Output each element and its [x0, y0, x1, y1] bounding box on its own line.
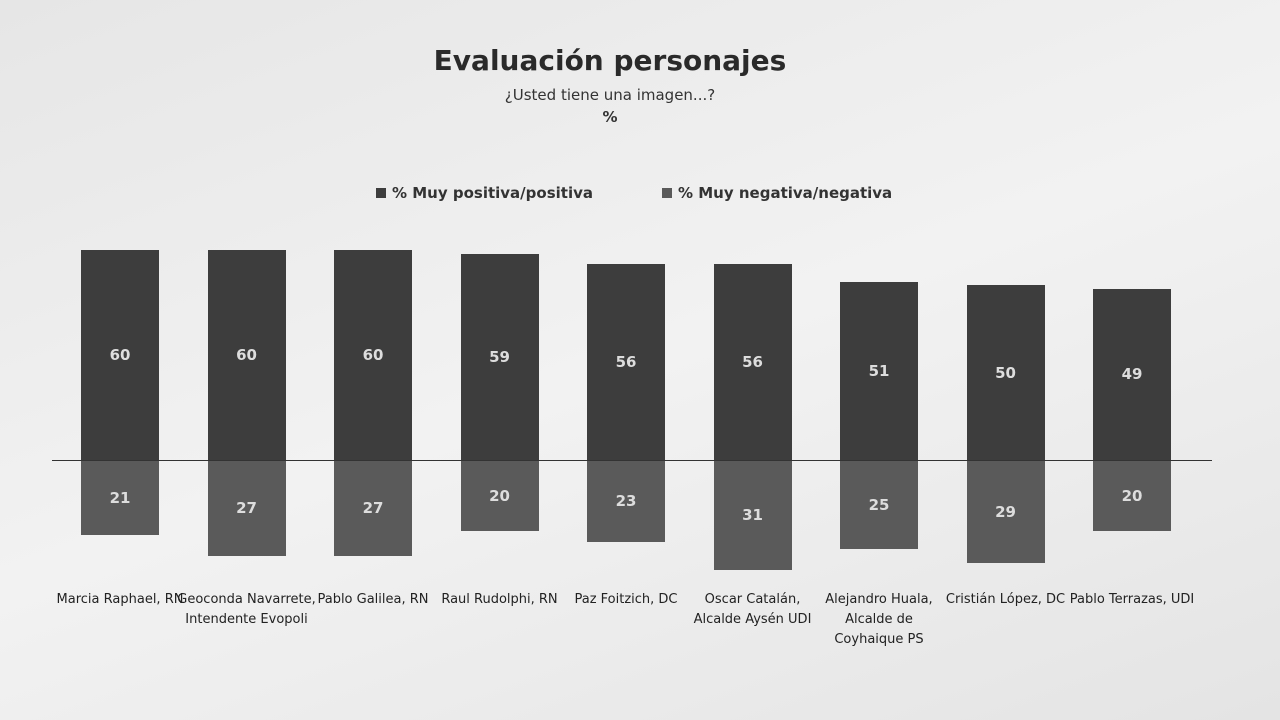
legend-item: % Muy positiva/positiva	[376, 184, 593, 202]
value-label: 31	[742, 506, 763, 525]
bar	[713, 264, 792, 460]
bar	[587, 461, 665, 542]
bar	[713, 461, 792, 570]
bar	[460, 253, 539, 460]
x-tick-label: Paz Foitzich, DC	[574, 592, 678, 607]
value-label: 21	[109, 488, 131, 507]
legend-item: % Muy negativa/negativa	[662, 184, 892, 202]
x-tick-label: Cristián López, DC	[945, 592, 1066, 607]
legend-label: % Muy negativa/negativa	[678, 184, 893, 202]
unit-label: %	[602, 108, 618, 126]
value-label: 27	[236, 499, 257, 518]
value-label: 20	[489, 487, 510, 505]
value-label: 60	[109, 346, 131, 364]
value-label: 20	[1121, 487, 1143, 505]
value-label: 60	[236, 346, 257, 364]
bar	[1093, 461, 1171, 531]
value-label: 23	[615, 492, 637, 511]
value-label: 59	[489, 347, 510, 366]
bar	[81, 250, 159, 460]
bar	[334, 461, 412, 556]
value-label: 56	[615, 353, 637, 371]
bar	[207, 461, 286, 556]
bar	[460, 461, 539, 531]
x-tick-label: Oscar Catalán, Alcalde Aysén UDI	[693, 592, 812, 627]
x-tick-label: Geoconda Navarrete, Intendente Evopoli	[177, 592, 316, 627]
x-tick-label: Pablo Terrazas, UDI	[1069, 592, 1195, 607]
bar	[966, 285, 1045, 460]
bar	[840, 461, 918, 549]
value-label: 60	[362, 346, 384, 364]
legend-swatch	[376, 188, 386, 198]
value-label: 51	[868, 361, 890, 380]
x-tick-label: Raul Rudolphi, RN	[441, 592, 558, 607]
value-label: 56	[742, 353, 763, 371]
bar	[207, 250, 286, 460]
chart-title: Evaluación personajes	[433, 44, 787, 77]
bar	[966, 461, 1045, 563]
value-label: 29	[995, 502, 1016, 521]
bar	[334, 250, 412, 460]
bar	[1093, 288, 1171, 460]
axis-line	[52, 460, 1212, 461]
bar	[81, 461, 159, 535]
value-label: 27	[362, 499, 384, 518]
x-tick-label: Alejandro Huala, Alcalde de Coyhaique PS	[825, 592, 933, 647]
bar	[840, 281, 918, 460]
value-label: 25	[868, 495, 890, 514]
chart-subtitle: ¿Usted tiene una imagen...?	[504, 86, 716, 104]
legend-swatch	[662, 188, 672, 198]
value-label: 49	[1121, 365, 1143, 384]
bar	[587, 264, 665, 460]
x-tick-label: Pablo Galilea, RN	[317, 592, 429, 607]
x-tick-label: Marcia Raphael, RN	[56, 592, 184, 607]
value-label: 50	[995, 363, 1016, 382]
legend-label: % Muy positiva/positiva	[392, 184, 593, 202]
